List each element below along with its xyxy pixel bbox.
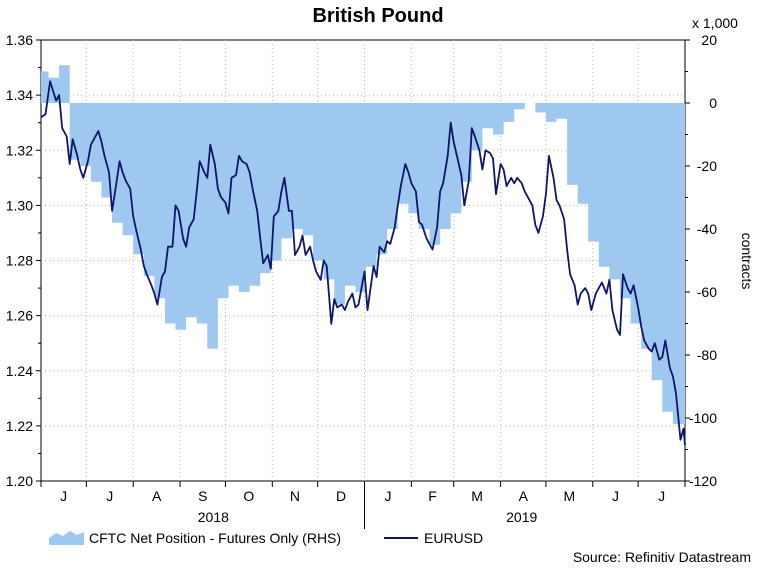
left-tick-label: 1.32 xyxy=(6,142,33,158)
right-tick-label: 0 xyxy=(709,95,717,111)
x-month-label: N xyxy=(290,488,300,504)
right-tick-label: -20 xyxy=(697,158,717,174)
chart-title: British Pound xyxy=(312,5,443,27)
eurusd-line xyxy=(40,80,686,446)
x-month-label: M xyxy=(564,488,576,504)
right-tick-label: -60 xyxy=(697,284,717,300)
x-month-label: J xyxy=(384,488,391,504)
x-month-label: O xyxy=(243,488,254,504)
legend-line-label: EURUSD xyxy=(424,530,483,546)
x-month-label: J xyxy=(612,488,619,504)
x-month-label: D xyxy=(336,488,346,504)
right-axis-label: contracts xyxy=(739,233,755,290)
x-axis: J J A S O N D J F M A M J J 2018 2019 xyxy=(40,481,686,529)
left-axis: 1.20 1.22 1.24 1.26 1.28 1.30 1.32 1.34 1.36 xyxy=(6,32,41,489)
x-month-label: F xyxy=(428,488,437,504)
x-month-label: A xyxy=(152,488,162,504)
left-tick-label: 1.34 xyxy=(6,87,33,103)
cftc-area-layer xyxy=(41,65,685,425)
right-tick-label: -80 xyxy=(697,347,717,363)
x-year-label: 2018 xyxy=(198,509,229,525)
x-month-label: M xyxy=(471,488,483,504)
right-tick-label: 20 xyxy=(701,32,717,48)
left-tick-label: 1.26 xyxy=(6,308,33,324)
x-month-label: S xyxy=(198,488,207,504)
left-tick-label: 1.30 xyxy=(6,197,33,213)
cftc-net-position-area xyxy=(41,65,685,425)
legend: CFTC Net Position - Futures Only (RHS) E… xyxy=(49,530,483,546)
left-tick-label: 1.24 xyxy=(6,363,33,379)
eurusd-line-layer xyxy=(40,80,686,446)
left-tick-label: 1.28 xyxy=(6,253,33,269)
left-tick-label: 1.20 xyxy=(6,473,33,489)
x-month-label: J xyxy=(658,488,665,504)
right-tick-label: -120 xyxy=(689,473,717,489)
right-tick-label: -100 xyxy=(689,410,717,426)
x-month-label: J xyxy=(60,488,67,504)
x-month-label: A xyxy=(519,488,529,504)
right-axis: -120 -100 -80 -60 -40 -20 0 20 xyxy=(685,32,717,489)
right-axis-multiplier: x 1,000 xyxy=(692,15,738,31)
right-tick-label: -40 xyxy=(697,221,717,237)
x-year-label: 2019 xyxy=(506,509,537,525)
source-note: Source: Refinitiv Datastream xyxy=(573,549,751,565)
legend-area-label: CFTC Net Position - Futures Only (RHS) xyxy=(89,530,341,546)
x-month-label: J xyxy=(106,488,113,504)
legend-area-swatch xyxy=(49,531,84,545)
left-tick-label: 1.36 xyxy=(6,32,33,48)
left-tick-label: 1.22 xyxy=(6,418,33,434)
